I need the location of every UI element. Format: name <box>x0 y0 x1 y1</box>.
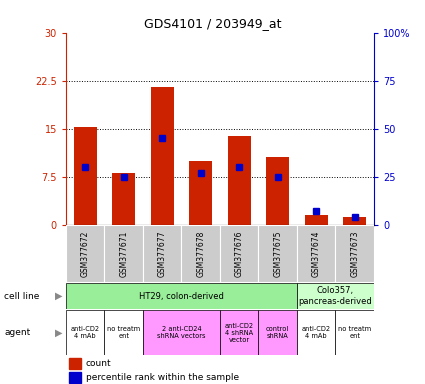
Bar <box>305 215 328 225</box>
Text: anti-CD2
4 mAb: anti-CD2 4 mAb <box>302 326 331 339</box>
Bar <box>258 225 297 282</box>
Bar <box>112 174 135 225</box>
Bar <box>181 225 220 282</box>
Bar <box>66 283 297 309</box>
Text: control
shRNA: control shRNA <box>266 326 289 339</box>
Bar <box>266 157 289 225</box>
Text: agent: agent <box>4 328 31 337</box>
Text: count: count <box>86 359 111 368</box>
Bar <box>189 161 212 225</box>
Bar <box>258 310 297 355</box>
Text: Colo357,
pancreas-derived: Colo357, pancreas-derived <box>299 286 372 306</box>
Bar <box>74 127 96 225</box>
Bar <box>297 225 335 282</box>
Text: ▶: ▶ <box>55 328 63 338</box>
Bar <box>143 310 220 355</box>
Text: GSM377675: GSM377675 <box>273 230 282 277</box>
Bar <box>69 358 81 369</box>
Text: GSM377674: GSM377674 <box>312 230 321 277</box>
Bar <box>220 310 258 355</box>
Text: GSM377678: GSM377678 <box>196 231 205 277</box>
Bar <box>220 225 258 282</box>
Text: GSM377676: GSM377676 <box>235 230 244 277</box>
Text: anti-CD2
4 shRNA
vector: anti-CD2 4 shRNA vector <box>225 323 254 343</box>
Text: no treatm
ent: no treatm ent <box>338 326 371 339</box>
Text: 2 anti-CD24
shRNA vectors: 2 anti-CD24 shRNA vectors <box>157 326 206 339</box>
Bar <box>297 310 335 355</box>
Bar <box>105 310 143 355</box>
Bar <box>143 225 181 282</box>
Bar <box>66 310 105 355</box>
Text: no treatm
ent: no treatm ent <box>107 326 140 339</box>
Bar <box>228 136 251 225</box>
Text: GSM377671: GSM377671 <box>119 231 128 277</box>
Text: percentile rank within the sample: percentile rank within the sample <box>86 373 239 382</box>
Bar <box>69 372 81 382</box>
Bar <box>343 217 366 225</box>
Text: HT29, colon-derived: HT29, colon-derived <box>139 291 224 301</box>
Text: cell line: cell line <box>4 291 40 301</box>
Text: ▶: ▶ <box>55 291 63 301</box>
Bar <box>335 225 374 282</box>
Bar <box>335 310 374 355</box>
Bar <box>150 87 174 225</box>
Text: GSM377673: GSM377673 <box>350 230 359 277</box>
Text: GSM377677: GSM377677 <box>158 230 167 277</box>
Bar <box>297 283 374 309</box>
Bar <box>66 225 105 282</box>
Text: GSM377672: GSM377672 <box>81 231 90 277</box>
Text: GDS4101 / 203949_at: GDS4101 / 203949_at <box>144 17 281 30</box>
Bar <box>105 225 143 282</box>
Text: anti-CD2
4 mAb: anti-CD2 4 mAb <box>71 326 100 339</box>
